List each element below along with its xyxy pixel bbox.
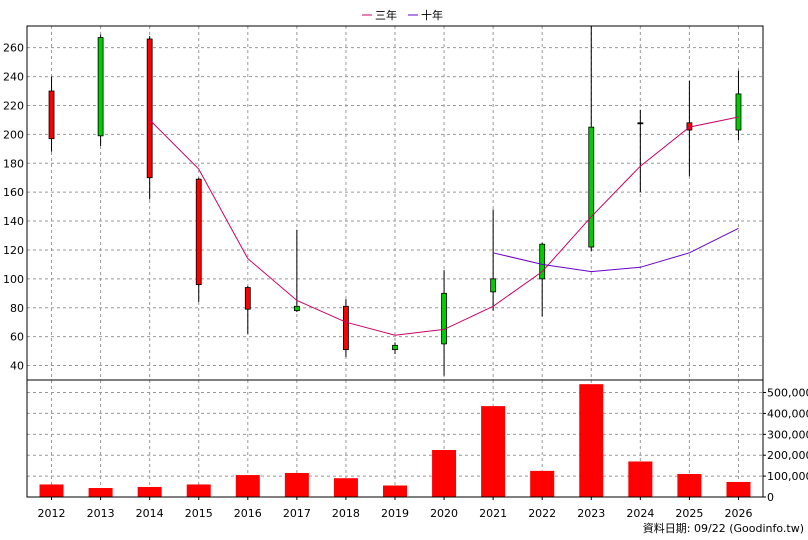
volume-bar <box>579 384 604 497</box>
ma-line <box>492 227 739 273</box>
candle-body <box>441 292 447 345</box>
volume-tick-label: 400,000 <box>767 407 808 420</box>
volume-tick-label: 300,000 <box>767 428 808 441</box>
volume-tick-label: 100,000 <box>767 470 808 483</box>
volume-bar <box>333 478 358 497</box>
legend-label-10yr: 十年 <box>421 8 443 22</box>
volume-panel-frame <box>26 379 764 498</box>
x-tick-label: 2013 <box>87 507 115 520</box>
volume-bars <box>39 384 751 497</box>
price-axis-ticks: 40 60 80 100 120 140 160 180 200 220 240 260 <box>3 42 24 373</box>
volume-bar <box>481 406 506 497</box>
x-axis-ticks: 2012 2013 2014 2015 2016 2017 2018 2019 2020 2021… <box>38 497 752 520</box>
x-tick-label: 2024 <box>626 507 654 520</box>
price-tick-label: 120 <box>3 244 24 257</box>
x-tick-label: 2025 <box>675 507 703 520</box>
price-candles <box>48 26 742 376</box>
x-tick-label: 2018 <box>332 507 360 520</box>
volume-bar <box>284 472 309 497</box>
ma-line <box>149 116 739 336</box>
volume-bar <box>88 488 113 497</box>
price-tick-label: 200 <box>3 128 24 141</box>
x-tick-label: 2020 <box>430 507 458 520</box>
volume-bar <box>39 484 64 497</box>
x-tick-label: 2017 <box>283 507 311 520</box>
grid-lines <box>27 26 763 497</box>
price-tick-label: 60 <box>10 331 24 344</box>
price-tick-label: 40 <box>10 360 24 373</box>
x-tick-label: 2016 <box>234 507 262 520</box>
candle-body <box>293 305 300 312</box>
x-tick-label: 2014 <box>136 507 164 520</box>
candle-body <box>392 344 398 351</box>
candle-body <box>146 38 153 179</box>
volume-bar <box>137 486 162 497</box>
volume-tick-label: 500,000 <box>767 387 808 400</box>
chart-legend: 三年 十年 <box>362 8 443 22</box>
candle-body <box>195 178 202 286</box>
volume-bar <box>628 461 653 497</box>
candle-body <box>244 287 251 310</box>
volume-tick-label: 200,000 <box>767 449 808 462</box>
x-tick-label: 2022 <box>528 507 556 520</box>
candle-body <box>637 122 644 125</box>
price-tick-label: 240 <box>3 71 24 84</box>
volume-bar <box>530 470 555 497</box>
x-tick-label: 2012 <box>38 507 66 520</box>
x-tick-label: 2015 <box>185 507 213 520</box>
price-tick-label: 100 <box>3 273 24 286</box>
volume-bar <box>432 449 457 497</box>
volume-axis-ticks: 0 100,000 200,000 300,000 400,000 500,000 <box>763 387 808 504</box>
candle-body <box>48 90 55 140</box>
candle-body <box>735 93 742 131</box>
volume-bar <box>383 485 407 497</box>
candle-body <box>539 243 546 280</box>
volume-bar <box>677 474 702 497</box>
moving-average-lines <box>149 116 739 336</box>
x-tick-label: 2019 <box>381 507 409 520</box>
x-tick-label: 2026 <box>724 507 752 520</box>
candle-body <box>97 37 104 137</box>
price-tick-label: 160 <box>3 186 24 199</box>
price-tick-label: 260 <box>3 42 24 55</box>
volume-bar <box>235 475 260 497</box>
candle-body <box>343 305 349 351</box>
volume-bar <box>726 481 751 497</box>
price-tick-label: 180 <box>3 157 24 170</box>
price-tick-label: 220 <box>3 99 24 112</box>
candle-body <box>588 126 595 248</box>
price-tick-label: 140 <box>3 215 24 228</box>
volume-bar <box>186 484 211 497</box>
x-tick-label: 2021 <box>479 507 507 520</box>
data-date-footer: 資料日期: 09/22 (Goodinfo.tw) <box>643 521 804 535</box>
candle-body <box>490 278 497 293</box>
volume-tick-label: 0 <box>767 491 774 504</box>
x-tick-label: 2023 <box>577 507 605 520</box>
legend-label-3yr: 三年 <box>375 8 397 22</box>
price-tick-label: 80 <box>10 302 24 315</box>
